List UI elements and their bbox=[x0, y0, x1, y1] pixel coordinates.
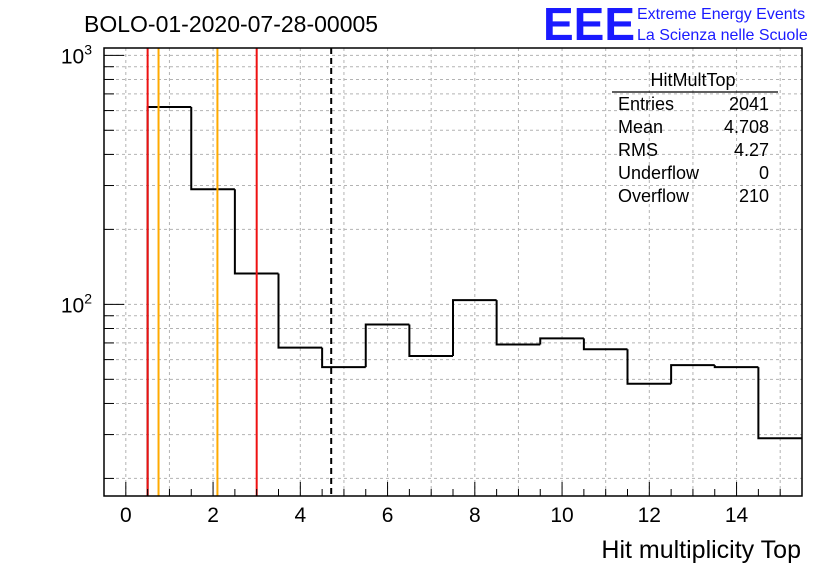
y-tick-label: 102 bbox=[61, 290, 92, 317]
histogram-bin bbox=[408, 324, 453, 358]
histogram-bin bbox=[539, 337, 584, 345]
marker-lines bbox=[146, 48, 333, 496]
eee-logo: EEE Extreme Energy Events La Scienza nel… bbox=[543, 0, 808, 50]
plot-border bbox=[103, 47, 803, 497]
stats-row-label: Mean bbox=[618, 117, 663, 137]
stats-box: HitMultTop Entries 2041 Mean 4.708 RMS 4.27 Un… bbox=[612, 70, 778, 206]
stats-row-label: Entries bbox=[618, 94, 674, 114]
stats-row-value: 210 bbox=[739, 186, 769, 206]
eee-logo-mark: EEE bbox=[543, 0, 635, 50]
x-tick-label: 4 bbox=[294, 504, 306, 527]
x-tick-label: 10 bbox=[550, 504, 573, 527]
y-tick-exponent: 2 bbox=[84, 290, 92, 306]
y-tick-base: 10 bbox=[61, 45, 84, 68]
histogram-bin bbox=[452, 299, 497, 357]
histogram-bin bbox=[233, 189, 279, 275]
stats-row-label: Underflow bbox=[618, 163, 700, 183]
histogram-title: BOLO-01-2020-07-28-00005 bbox=[84, 11, 378, 37]
stats-title: HitMultTop bbox=[650, 70, 735, 90]
x-tick-label: 0 bbox=[120, 504, 132, 527]
histogram-bin bbox=[626, 349, 672, 385]
histogram-bin bbox=[364, 323, 410, 368]
histogram-bin bbox=[582, 338, 628, 351]
x-tick-label: 14 bbox=[725, 504, 749, 527]
stats-row-label: Overflow bbox=[618, 186, 690, 206]
y-tick-label: 103 bbox=[61, 41, 92, 68]
y-tick-base: 10 bbox=[61, 294, 84, 317]
histogram-bin bbox=[190, 107, 235, 191]
stats-row-value: 0 bbox=[759, 163, 769, 183]
eee-logo-line1: Extreme Energy Events bbox=[637, 6, 805, 23]
stats-rows: Entries 2041 Mean 4.708 RMS 4.27 Underflow 0 Ove… bbox=[618, 94, 769, 206]
stats-row-label: RMS bbox=[618, 140, 658, 160]
grid-lines bbox=[104, 48, 802, 496]
x-tick-label: 8 bbox=[469, 504, 481, 527]
stats-row-value: 2041 bbox=[729, 94, 769, 114]
stats-row-value: 4.708 bbox=[724, 117, 769, 137]
histogram-bin bbox=[670, 364, 715, 384]
histogram-bin bbox=[713, 365, 759, 369]
histogram-bin bbox=[277, 273, 323, 349]
x-axis-label: Hit multiplicity Top bbox=[601, 536, 801, 564]
eee-logo-line2: La Scienza nelle Scuole bbox=[637, 27, 808, 44]
x-tick-label: 2 bbox=[207, 504, 219, 527]
x-tick-label: 6 bbox=[382, 504, 394, 527]
histogram-bin bbox=[495, 300, 541, 346]
stats-row-value: 4.27 bbox=[734, 140, 769, 160]
histogram-bin bbox=[321, 347, 366, 369]
x-tick-label: 12 bbox=[638, 504, 661, 527]
y-tick-exponent: 3 bbox=[84, 41, 92, 57]
histogram-bin bbox=[757, 367, 802, 440]
plot-frame bbox=[103, 47, 803, 497]
